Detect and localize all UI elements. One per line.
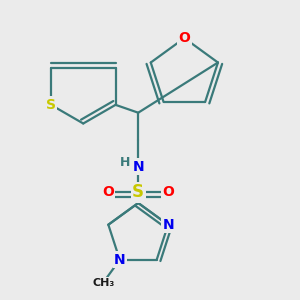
Text: N: N	[114, 253, 126, 267]
Text: CH₃: CH₃	[92, 278, 115, 288]
Text: S: S	[132, 183, 144, 201]
Text: O: O	[163, 185, 175, 199]
Text: S: S	[46, 98, 56, 112]
Text: O: O	[178, 31, 190, 45]
Text: N: N	[132, 160, 144, 174]
Text: O: O	[102, 185, 114, 199]
Text: H: H	[120, 156, 131, 169]
Text: N: N	[162, 218, 174, 232]
